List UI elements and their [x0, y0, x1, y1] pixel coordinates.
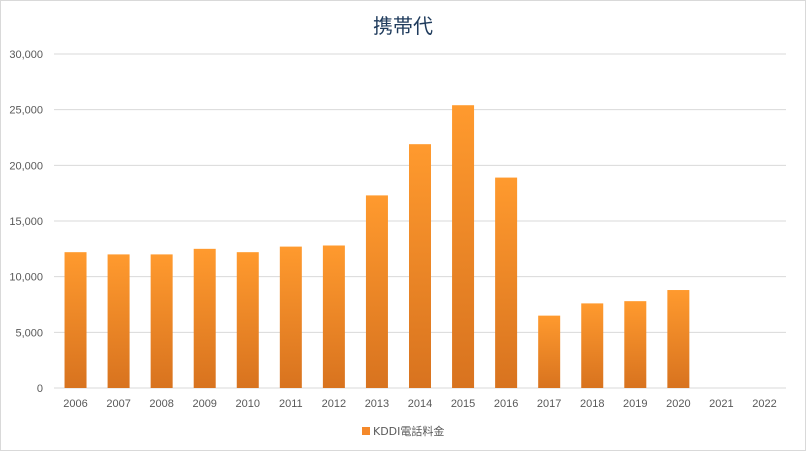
x-tick-label: 2011 — [279, 398, 303, 410]
x-axis-ticks: 2006 2007 2008 2009 2010 2011 2012 2013 2014 2015… — [63, 398, 776, 410]
legend-label: KDDI電話料金 — [373, 424, 444, 438]
y-tick-label: 20,000 — [9, 160, 43, 172]
bar-2011 — [279, 246, 302, 388]
bar-2012 — [322, 245, 345, 388]
bar-2016 — [495, 177, 518, 388]
y-tick-label: 25,000 — [9, 105, 43, 117]
bar-2017 — [538, 315, 561, 388]
y-tick-label: 15,000 — [9, 216, 43, 228]
x-tick-label: 2013 — [365, 398, 389, 410]
bar-2009 — [193, 248, 216, 388]
legend-swatch — [362, 427, 370, 435]
bar-2015 — [452, 105, 475, 389]
x-tick-label: 2008 — [149, 398, 173, 410]
x-tick-label: 2016 — [494, 398, 518, 410]
x-tick-label: 2022 — [752, 398, 776, 410]
y-tick-label: 5,000 — [15, 327, 43, 339]
x-tick-label: 2015 — [451, 398, 475, 410]
bar-2014 — [409, 144, 431, 388]
legend: KDDI電話料金 — [362, 424, 444, 438]
bar-2013 — [365, 195, 388, 388]
y-tick-label: 0 — [37, 383, 43, 395]
x-tick-label: 2009 — [192, 398, 216, 410]
x-tick-label: 2012 — [322, 398, 346, 410]
x-tick-label: 2018 — [580, 398, 604, 410]
y-axis-ticks: 0 5,000 10,000 15,000 20,000 25,000 30,000 — [9, 49, 43, 395]
x-tick-label: 2019 — [623, 398, 647, 410]
bar-2019 — [624, 301, 647, 388]
bar-2018 — [581, 303, 604, 388]
chart-title: 携帯代 — [373, 14, 433, 38]
x-tick-label: 2017 — [537, 398, 561, 410]
bar-2010 — [236, 252, 259, 388]
bar-2007 — [107, 254, 130, 388]
x-tick-label: 2020 — [666, 398, 690, 410]
x-tick-label: 2006 — [63, 398, 87, 410]
y-tick-label: 10,000 — [9, 272, 43, 284]
bars — [64, 105, 690, 389]
x-tick-label: 2014 — [408, 398, 432, 410]
bar-2006 — [64, 252, 87, 388]
bar-2020 — [667, 290, 690, 388]
bar-2008 — [150, 254, 173, 388]
x-tick-label: 2021 — [709, 398, 733, 410]
y-tick-label: 30,000 — [9, 49, 43, 61]
x-tick-label: 2010 — [236, 398, 260, 410]
x-tick-label: 2007 — [106, 398, 130, 410]
